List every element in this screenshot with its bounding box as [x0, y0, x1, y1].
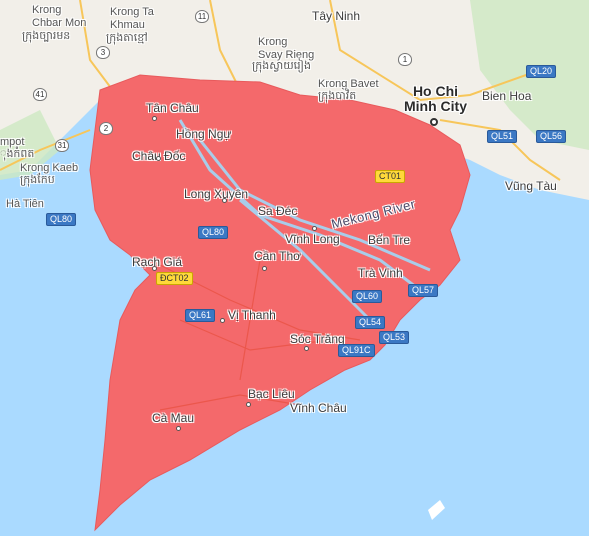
label-krong-chbar-mon: Krong Chbar Mon: [32, 4, 87, 29]
shield-ql56: QL56: [536, 130, 567, 143]
label-vinh-chau: Vĩnh Châu: [290, 401, 347, 415]
dot-ho-chi-minh: [430, 118, 438, 126]
shield-qr-31: 31: [55, 139, 69, 152]
flood-overlay: [89, 74, 471, 532]
label-krong-svay-rieng: Krong Svay Rieng: [258, 36, 315, 61]
shield-ql51: QL51: [487, 130, 518, 143]
island: [428, 500, 445, 520]
label-kaeb-script: ក្រុងកែប: [20, 174, 55, 186]
dot-chau-doc: [156, 156, 161, 161]
dot-rach-gia: [152, 266, 157, 271]
dot-can-tho: [262, 266, 267, 271]
label-bac-lieu: Bạc Liêu: [248, 387, 295, 401]
shield-ql57: QL57: [408, 284, 439, 297]
rivers: [178, 119, 431, 322]
shield-ql54: QL54: [355, 316, 386, 329]
roads: [0, 0, 561, 181]
label-bavet-script: ក្រុងបាវិត: [318, 90, 357, 102]
label-ben-tre: Bến Tre: [368, 233, 411, 247]
label-kampot-script: ុងកំពត: [0, 148, 35, 160]
label-vinh-long: Vĩnh Long: [285, 232, 340, 246]
shield-qr-11: 11: [195, 10, 209, 23]
label-tay-ninh: Tây Ninh: [312, 9, 361, 23]
label-vung-tau: Vũng Tàu: [505, 179, 557, 193]
label-rach-gia: Rạch Giá: [132, 255, 183, 269]
dot-ca-mau: [176, 426, 181, 431]
label-tan-chau: Tân Châu: [146, 101, 199, 115]
shield-qr-2: 2: [99, 122, 113, 135]
shield-ql91c: QL91C: [338, 344, 375, 357]
label-krong-bavet: Krong Bavet: [318, 78, 379, 90]
shield-qr-3: 3: [96, 46, 110, 59]
label-krong-kaeb: Krong Kaeb: [20, 162, 79, 174]
label-ha-tien: Hà Tiên: [6, 198, 44, 210]
dot-bac-lieu: [246, 402, 251, 407]
label-hong-ngu: Hồng Ngự: [176, 127, 232, 141]
label-kampot: mpot: [0, 136, 25, 148]
dot-soc-trang: [304, 346, 309, 351]
shield-qr-1: 1: [398, 53, 412, 66]
shield-ql20: QL20: [526, 65, 557, 78]
shield-dct02: ĐCT02: [156, 272, 193, 285]
dot-vi-thanh: [220, 318, 225, 323]
label-tra-vinh: Trà Vinh: [358, 266, 403, 280]
label-krong-ta-khmau: Krong Ta Khmau: [110, 6, 154, 31]
label-vi-thanh: Vị Thanh: [228, 308, 276, 322]
shield-ql80-a: QL80: [46, 213, 77, 226]
shield-ql60: QL60: [352, 290, 383, 303]
label-chbar-script: ក្រុងច្បារមន: [22, 30, 71, 42]
label-sa-dec: Sa Đéc: [258, 204, 298, 218]
label-bien-hoa: Bien Hoa: [482, 89, 532, 103]
shield-ql61: QL61: [185, 309, 216, 322]
shield-qr-41: 41: [33, 88, 47, 101]
label-svay-script: ក្រុងស្វាយរៀង: [252, 60, 311, 72]
label-soc-trang: Sóc Trăng: [290, 332, 345, 346]
shield-ql80-b: QL80: [198, 226, 229, 239]
dot-tan-chau: [152, 116, 157, 121]
shield-ct01: CT01: [375, 170, 406, 183]
label-ho-chi-minh: Ho Chi Minh City: [404, 83, 467, 114]
label-can-tho: Cần Thơ: [254, 249, 302, 263]
label-ca-mau: Cà Mau: [152, 411, 195, 425]
shield-ql53: QL53: [379, 331, 410, 344]
label-long-xuyen: Long Xuyên: [184, 187, 249, 201]
dot-vinh-long: [312, 226, 317, 231]
dot-long-xuyen: [222, 198, 227, 203]
label-khmau-script: ក្រុងតាខ្មៅ: [106, 32, 148, 44]
